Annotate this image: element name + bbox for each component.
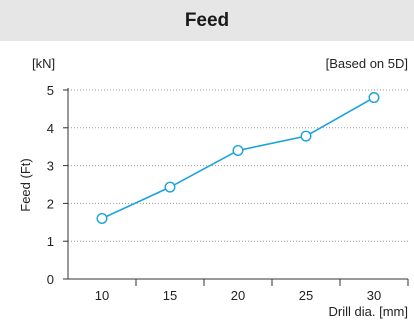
x-tick-label: 10 [95, 288, 109, 303]
feed-chart: [kN] [Based on 5D] Feed (Ft) Drill dia. … [18, 56, 409, 319]
x-tick-label: 20 [231, 288, 245, 303]
data-point [368, 92, 380, 104]
data-point [96, 213, 108, 225]
y-tick-label: 0 [47, 272, 54, 287]
series-line [101, 96, 375, 220]
x-axis-label: Drill dia. [mm] [329, 304, 408, 319]
x-tick-label: 15 [163, 288, 177, 303]
tick-labels: 0 1 2 3 4 5 10 15 20 25 30 [47, 83, 381, 303]
data-point [232, 144, 244, 156]
axes [63, 88, 409, 286]
data-point [164, 181, 176, 193]
y-axis-label: Feed (Ft) [18, 158, 33, 211]
grid-lines [68, 89, 408, 242]
y-tick-label: 1 [47, 234, 54, 249]
y-tick-label: 2 [47, 196, 54, 211]
data-series [96, 92, 380, 225]
based-on-note: [Based on 5D] [326, 56, 408, 71]
y-unit-label: [kN] [32, 56, 55, 71]
chart-title-bar: Feed [0, 0, 414, 41]
y-tick-label: 3 [47, 159, 54, 174]
y-tick-label: 5 [47, 83, 54, 98]
x-tick-label: 25 [299, 288, 313, 303]
y-tick-label: 4 [47, 121, 54, 136]
x-tick-label: 30 [367, 288, 381, 303]
data-point [300, 130, 312, 142]
chart-title: Feed [184, 9, 230, 31]
